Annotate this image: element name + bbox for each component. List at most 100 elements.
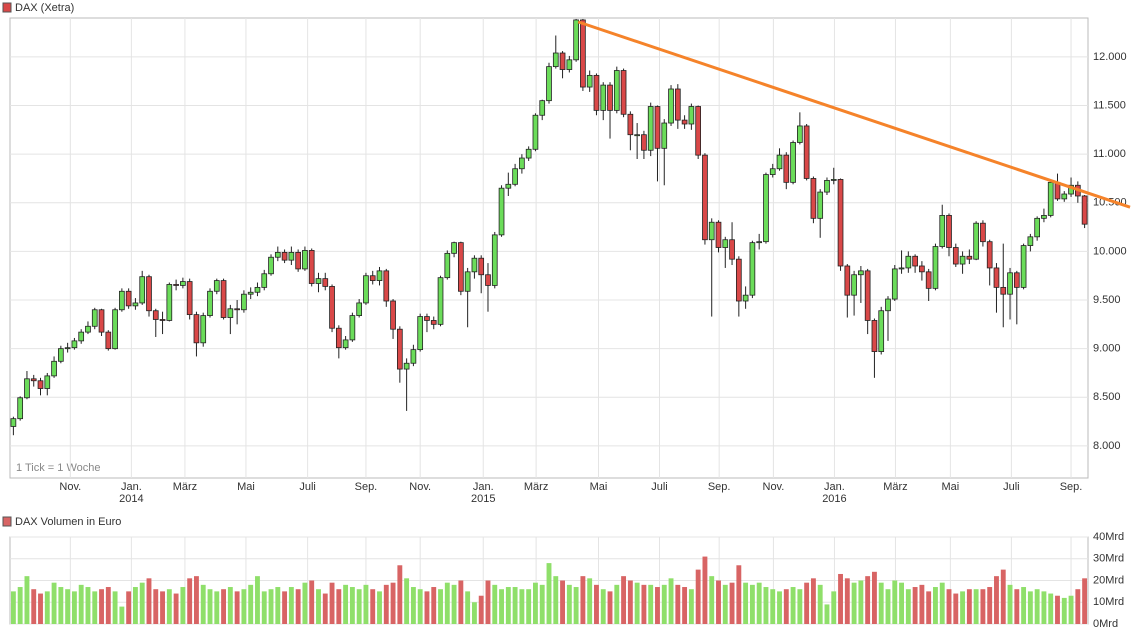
volume-bar xyxy=(871,571,877,624)
candle-body xyxy=(919,265,925,273)
y-tick-label: 11.500 xyxy=(1093,99,1126,111)
volume-bar xyxy=(1075,589,1081,624)
volume-bar xyxy=(851,582,857,624)
volume-bar xyxy=(682,587,688,624)
candle-body xyxy=(803,125,810,179)
volume-bar xyxy=(194,576,199,624)
y-tick-label: 12.000 xyxy=(1093,51,1127,63)
candle-body xyxy=(559,52,566,70)
candle-body xyxy=(1027,236,1034,246)
candle-body xyxy=(735,258,742,302)
candle-body xyxy=(1034,217,1040,238)
volume-bar xyxy=(1007,584,1013,624)
volume-bar xyxy=(926,591,932,624)
volume-bar xyxy=(675,584,681,624)
candle-body xyxy=(37,380,44,389)
x-tick-label: Nov. xyxy=(409,481,431,493)
candle-body xyxy=(349,315,356,341)
volume-bar xyxy=(410,587,416,624)
volume-bar xyxy=(560,580,566,624)
volume-bar xyxy=(146,578,152,624)
volume-bar xyxy=(892,580,898,624)
candle-body xyxy=(715,221,722,248)
volume-bar xyxy=(424,591,430,624)
volume-bar xyxy=(78,584,84,624)
volume-bar xyxy=(912,587,918,624)
candle-body xyxy=(261,273,268,288)
volume-bar xyxy=(458,580,464,624)
candle-body xyxy=(112,309,118,350)
y-tick-label: 30Mrd xyxy=(1093,553,1124,565)
candle-body xyxy=(44,375,51,389)
volume-bar xyxy=(729,582,735,624)
candle-body xyxy=(71,340,78,349)
volume-bar xyxy=(810,578,816,624)
volume-bar xyxy=(1034,589,1040,624)
volume-bar xyxy=(519,589,525,624)
candle-body xyxy=(742,294,749,302)
volume-bar xyxy=(85,587,91,624)
volume-bar xyxy=(695,569,701,624)
candle-body xyxy=(485,274,491,286)
candle-body xyxy=(580,19,586,88)
candle-body xyxy=(17,397,24,420)
volume-bar xyxy=(966,589,972,624)
candle-body xyxy=(498,187,505,236)
candle-body xyxy=(776,154,783,170)
candle-body xyxy=(925,271,932,289)
volume-bar xyxy=(933,587,938,624)
candle-body xyxy=(763,174,769,243)
x-tick-label: Juli xyxy=(651,481,668,493)
volume-bar xyxy=(248,584,254,624)
volume-bar xyxy=(736,565,742,624)
candle-body xyxy=(885,298,891,312)
volume-bar xyxy=(797,589,803,624)
candle-body xyxy=(369,275,376,281)
candle-body xyxy=(410,349,417,364)
candle-body xyxy=(200,315,207,344)
candle-body xyxy=(322,278,329,287)
candle-body xyxy=(335,327,342,349)
candle-body xyxy=(1007,272,1013,295)
volume-bar xyxy=(51,582,57,624)
note: 1 Tick = 1 Woche xyxy=(16,462,100,474)
x-year-label: 2015 xyxy=(471,493,495,505)
candle-body xyxy=(58,348,64,362)
volume-bar xyxy=(444,582,450,624)
candle-body xyxy=(105,331,112,350)
x-tick-label: Mai xyxy=(590,481,608,493)
candle-body xyxy=(376,270,383,281)
candle-body xyxy=(329,286,335,329)
volume-bar xyxy=(594,584,599,624)
volume-bar xyxy=(499,589,504,624)
candle-body xyxy=(132,302,139,307)
volume-bar xyxy=(465,591,471,624)
volume-bar xyxy=(1048,593,1054,624)
candle-body xyxy=(213,280,220,292)
volume-bar xyxy=(58,587,64,624)
volume-bar xyxy=(187,578,193,624)
candle-body xyxy=(1061,193,1068,200)
volume-bar xyxy=(105,587,111,624)
candle-body xyxy=(1013,272,1020,288)
candle-body xyxy=(620,70,627,115)
candle-body xyxy=(627,113,634,136)
candle-body xyxy=(424,316,430,321)
volume-bar xyxy=(221,589,227,624)
candle-body xyxy=(932,246,939,289)
candle-body xyxy=(1047,181,1054,216)
candle-body xyxy=(505,183,512,189)
candle-body xyxy=(905,255,912,269)
legend-swatch xyxy=(2,2,12,13)
volume-bar xyxy=(994,576,999,624)
candle-body xyxy=(810,178,817,219)
candle-body xyxy=(688,106,695,125)
y-tick-label: 9.500 xyxy=(1093,294,1121,306)
volume-bar xyxy=(844,578,850,624)
x-tick-label: Sep. xyxy=(708,481,731,493)
candle-body xyxy=(783,154,790,183)
volume-bar xyxy=(783,589,789,624)
candle-body xyxy=(254,286,261,293)
volume-bar xyxy=(702,556,708,624)
volume-bar xyxy=(1021,587,1027,624)
